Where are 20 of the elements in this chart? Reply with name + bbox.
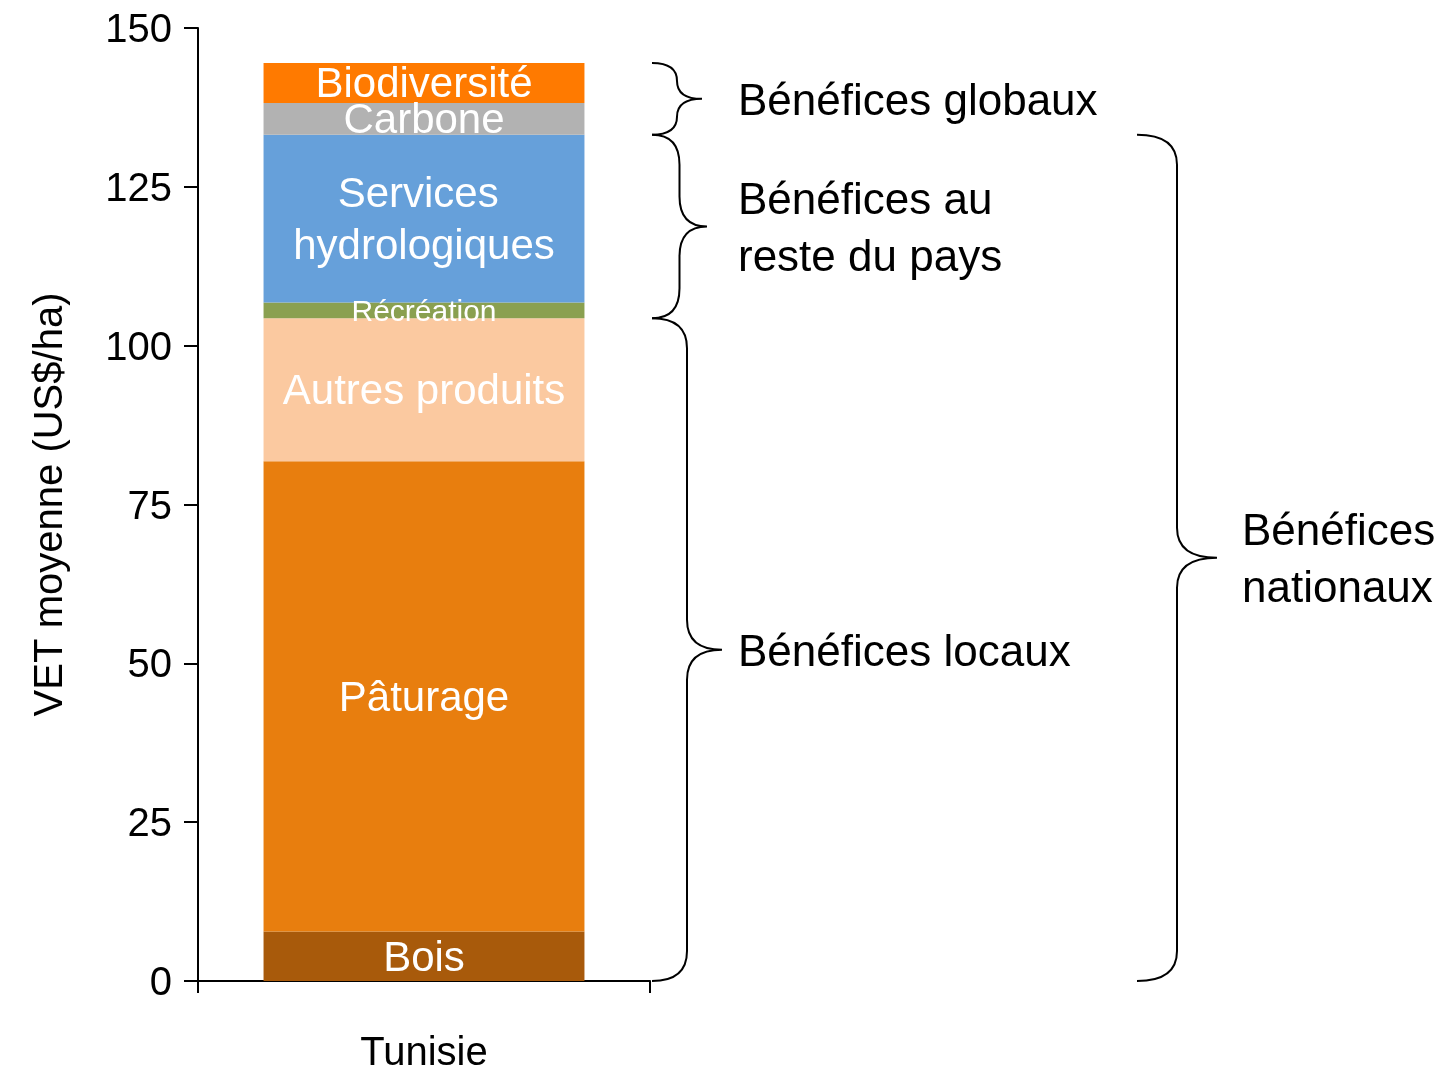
series-label: Autres produits [282,366,566,414]
series-label: Services hydrologiques [293,169,555,269]
y-tick-label: 125 [105,164,172,209]
series-label: Pâturage [338,672,510,720]
y-tick-label: 0 [149,959,172,1003]
bar [263,461,585,932]
y-tick-label: 100 [105,323,172,368]
x-tick-label: Tunisie [360,1029,488,1073]
series-label: Récréation [351,293,497,327]
y-tick-label: 50 [127,641,172,686]
y-axis-title: VET moyenne (US$/ha) [26,292,70,717]
text: Bénéfices globaux [738,73,1099,126]
text: Bénéfices au reste du pays [738,172,1004,282]
y-tick-label: 25 [127,800,172,845]
text: Bénéfices nationaux [1242,503,1437,613]
y-tick-label: 150 [105,6,172,50]
series-label: Bois [383,932,465,980]
bar [263,931,585,981]
text: Bénéfices locaux [738,624,1072,677]
y-tick-label: 75 [127,482,172,527]
